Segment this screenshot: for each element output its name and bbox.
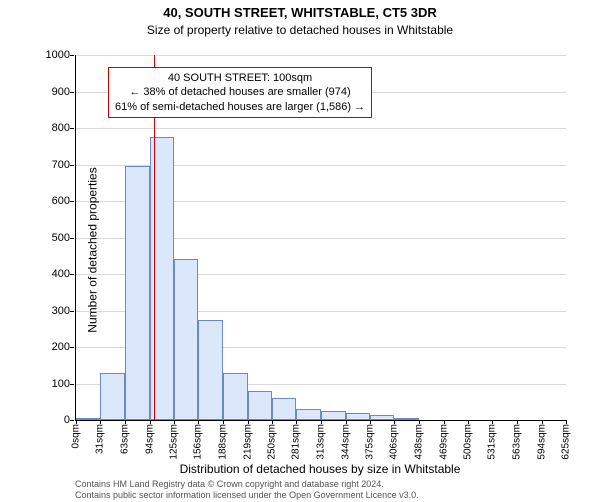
info-box-line: ← 38% of detached houses are smaller (97… <box>115 85 365 99</box>
histogram-bar <box>100 373 125 420</box>
x-tick-label: 375sqm <box>365 424 376 460</box>
histogram-bar <box>248 391 272 420</box>
histogram-bar <box>223 373 247 420</box>
y-tick-label: 500 <box>52 232 70 244</box>
histogram-bar <box>370 415 394 420</box>
x-tick-label: 594sqm <box>536 424 547 460</box>
x-tick-label: 563sqm <box>512 424 523 460</box>
x-tick-label: 156sqm <box>193 424 204 460</box>
histogram-bar <box>198 320 223 420</box>
y-tick-label: 600 <box>52 195 70 207</box>
footer-line-1: Contains HM Land Registry data © Crown c… <box>75 479 565 490</box>
y-tick-label: 0 <box>64 414 70 426</box>
y-tick-label: 700 <box>52 159 70 171</box>
histogram-bar <box>76 418 100 420</box>
histogram-bar <box>125 166 149 420</box>
histogram-bar <box>174 259 198 420</box>
histogram-bar <box>394 418 419 420</box>
x-tick-label: 469sqm <box>438 424 449 460</box>
x-tick-label: 281sqm <box>291 424 302 460</box>
y-tick-label: 200 <box>52 341 70 353</box>
info-box-line: 61% of semi-detached houses are larger (… <box>115 100 365 114</box>
x-tick-label: 250sqm <box>267 424 278 460</box>
histogram-bar <box>321 411 345 420</box>
x-tick-label: 31sqm <box>95 424 106 454</box>
x-tick-label: 531sqm <box>487 424 498 460</box>
plot-area: 010020030040050060070080090010000sqm31sq… <box>75 55 566 421</box>
footer-attribution: Contains HM Land Registry data © Crown c… <box>75 479 565 502</box>
x-tick-label: 125sqm <box>169 424 180 460</box>
reference-info-box: 40 SOUTH STREET: 100sqm← 38% of detached… <box>108 67 372 118</box>
y-tick-label: 300 <box>52 305 70 317</box>
grid-line-h <box>76 55 566 56</box>
histogram-bar <box>346 413 370 420</box>
x-tick-label: 219sqm <box>242 424 253 460</box>
y-tick-label: 1000 <box>46 49 70 61</box>
y-tick-label: 900 <box>52 86 70 98</box>
grid-line-h <box>76 128 566 129</box>
chart-subtitle: Size of property relative to detached ho… <box>0 23 600 37</box>
histogram-bar <box>150 137 174 420</box>
x-tick-label: 344sqm <box>340 424 351 460</box>
x-axis-label: Distribution of detached houses by size … <box>75 462 565 476</box>
x-tick-label: 406sqm <box>389 424 400 460</box>
histogram-bar <box>272 398 296 420</box>
x-tick-label: 500sqm <box>463 424 474 460</box>
x-tick-label: 625sqm <box>561 424 572 460</box>
x-tick-label: 438sqm <box>414 424 425 460</box>
x-tick-label: 313sqm <box>316 424 327 460</box>
y-tick-label: 800 <box>52 122 70 134</box>
y-tick-label: 400 <box>52 268 70 280</box>
histogram-bar <box>296 409 321 420</box>
info-box-line: 40 SOUTH STREET: 100sqm <box>115 71 365 85</box>
x-tick-label: 94sqm <box>144 424 155 454</box>
y-tick-label: 100 <box>52 378 70 390</box>
chart-title: 40, SOUTH STREET, WHITSTABLE, CT5 3DR <box>0 5 600 20</box>
x-tick-label: 63sqm <box>120 424 131 454</box>
x-tick-label: 188sqm <box>218 424 229 460</box>
x-tick-label: 0sqm <box>71 424 82 448</box>
chart-container: { "layout":{ "title_fontsize":13,"subtit… <box>0 0 600 500</box>
